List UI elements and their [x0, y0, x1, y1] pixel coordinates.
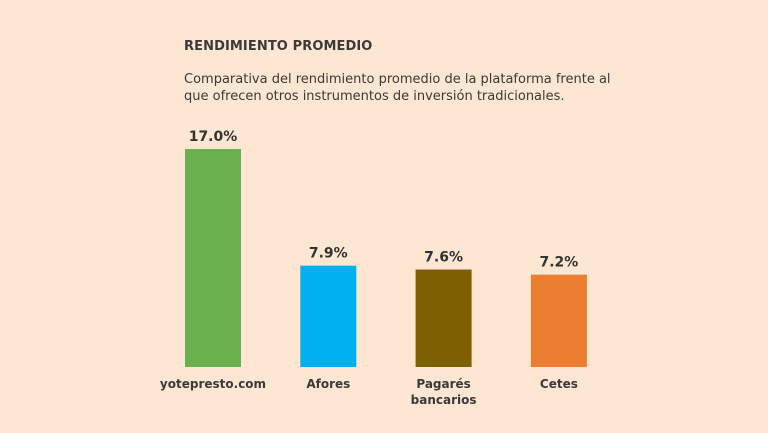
bar-2	[415, 269, 472, 367]
category-label-3: Cetes	[540, 377, 578, 391]
bar-3	[530, 274, 587, 367]
bar-1	[300, 265, 357, 367]
category-label-0: yotepresto.com	[160, 377, 266, 391]
chart-subtitle: Comparativa del rendimiento promedio de …	[184, 72, 611, 104]
bar-0	[185, 149, 241, 367]
value-label-0: 17.0%	[189, 129, 238, 145]
category-label-2: Pagarés bancarios	[411, 377, 477, 407]
value-label-3: 7.2%	[539, 255, 578, 271]
chart-title: RENDIMIENTO PROMEDIO	[184, 39, 373, 54]
value-label-1: 7.9%	[309, 246, 348, 262]
value-label-2: 7.6%	[424, 250, 463, 266]
category-label-1: Afores	[306, 377, 350, 391]
